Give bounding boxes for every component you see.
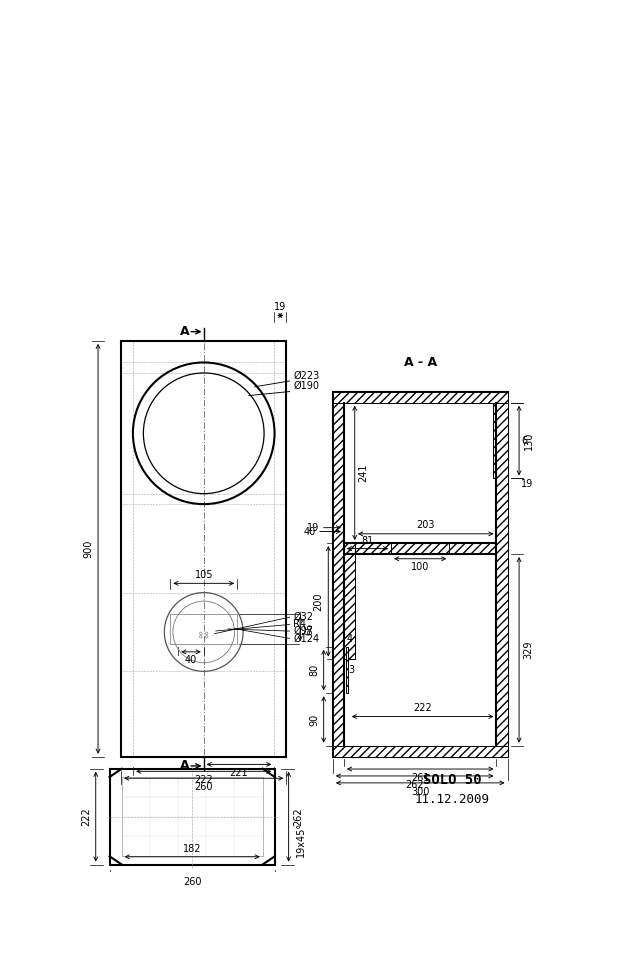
- Text: 40: 40: [303, 526, 315, 536]
- Text: 105: 105: [195, 570, 213, 580]
- Bar: [333, 392, 507, 757]
- Bar: [122, 777, 263, 857]
- Text: 261: 261: [411, 773, 430, 783]
- Text: Ø223: Ø223: [293, 370, 320, 380]
- Text: 130: 130: [523, 431, 534, 450]
- Text: Ø32: Ø32: [293, 612, 313, 621]
- Text: 66: 66: [304, 622, 314, 635]
- Text: 90: 90: [310, 713, 320, 725]
- Bar: [344, 543, 355, 660]
- Bar: [333, 392, 507, 403]
- Text: 182: 182: [183, 844, 201, 854]
- Bar: [391, 543, 449, 554]
- Text: 222: 222: [413, 704, 432, 713]
- Text: 329: 329: [523, 641, 534, 660]
- Text: Ø97: Ø97: [293, 626, 313, 636]
- Text: 19x45°: 19x45°: [295, 821, 305, 857]
- Text: 4: 4: [346, 634, 352, 644]
- Text: Ø190: Ø190: [293, 381, 320, 391]
- Bar: [109, 768, 275, 864]
- Text: 6: 6: [522, 435, 528, 446]
- Text: 19: 19: [522, 479, 533, 489]
- Bar: [496, 392, 507, 757]
- Text: A: A: [180, 760, 190, 772]
- Bar: [493, 403, 496, 478]
- Text: 203: 203: [417, 520, 435, 530]
- Text: 260: 260: [183, 877, 201, 887]
- Bar: [344, 403, 496, 543]
- Bar: [346, 647, 348, 693]
- Bar: [344, 543, 496, 554]
- Text: 3: 3: [349, 665, 355, 675]
- Text: 200: 200: [314, 592, 324, 611]
- Text: 262: 262: [293, 808, 303, 826]
- Bar: [344, 554, 496, 746]
- Text: 300: 300: [411, 787, 430, 797]
- Text: 80: 80: [310, 663, 320, 676]
- Text: A: A: [180, 325, 190, 338]
- Bar: [171, 613, 237, 644]
- Text: 900: 900: [83, 540, 93, 558]
- Text: 81: 81: [362, 535, 374, 546]
- Text: R4: R4: [293, 619, 307, 629]
- Text: 19: 19: [307, 522, 320, 533]
- Text: 221: 221: [230, 768, 248, 778]
- Text: 222: 222: [194, 775, 213, 785]
- Text: SOLO 50: SOLO 50: [423, 773, 481, 787]
- Text: 260: 260: [195, 782, 213, 792]
- Text: 100: 100: [411, 562, 430, 571]
- Text: A - A: A - A: [404, 356, 437, 368]
- Text: 11.12.2009: 11.12.2009: [415, 793, 489, 806]
- Bar: [333, 746, 507, 757]
- Text: 40: 40: [185, 655, 197, 665]
- Text: 262: 262: [405, 780, 424, 790]
- Bar: [344, 403, 496, 746]
- Bar: [121, 341, 286, 757]
- Text: 222: 222: [81, 808, 91, 826]
- Bar: [333, 392, 344, 757]
- Text: 241: 241: [358, 464, 368, 482]
- Text: 19: 19: [274, 303, 286, 313]
- Text: Ø124: Ø124: [293, 634, 320, 644]
